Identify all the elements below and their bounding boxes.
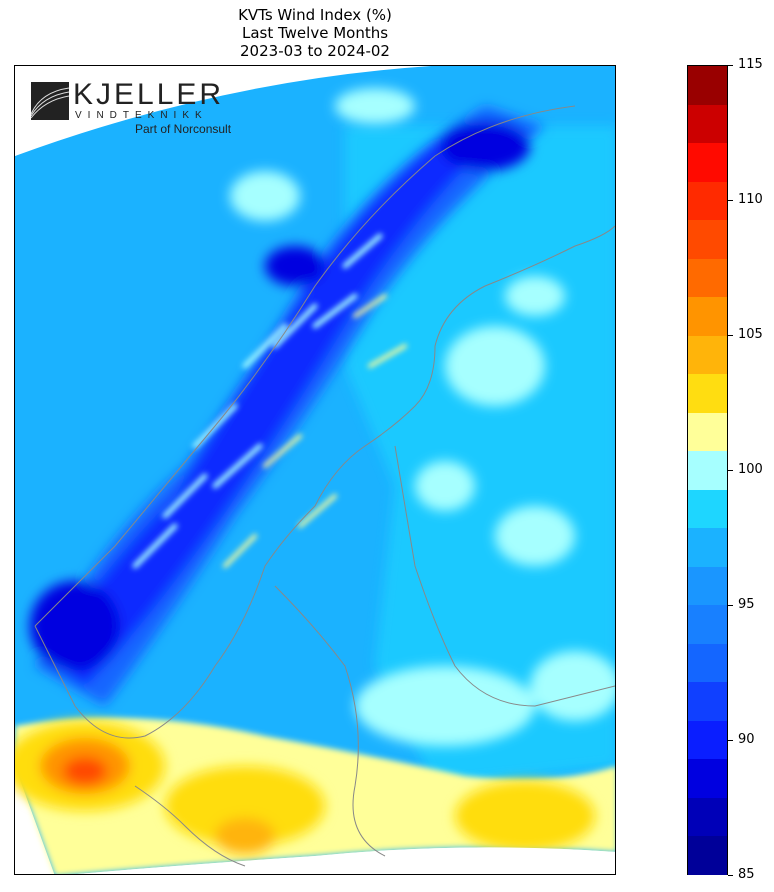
colorbar-tick-label: 90	[738, 732, 755, 747]
colorbar-segment	[688, 527, 727, 567]
colorbar-segment	[688, 219, 727, 259]
colorbar-tick-label: 105	[738, 327, 763, 342]
map-cyan-patches	[230, 88, 615, 746]
colorbar-tick-label: 100	[738, 462, 763, 477]
kjeller-logo-mark	[31, 82, 69, 120]
colorbar-segment	[688, 643, 727, 683]
map-coastlines	[34, 105, 615, 867]
colorbar-tick-mark	[728, 470, 733, 471]
colorbar-segment	[688, 720, 727, 760]
colorbar-tick-label: 95	[738, 597, 755, 612]
colorbar-segment	[688, 566, 727, 606]
colorbar-tick-mark	[728, 605, 733, 606]
map-south-orange	[15, 721, 595, 854]
title-line: KVTs Wind Index (%)	[238, 6, 392, 24]
colorbar-tick-mark	[728, 875, 733, 876]
colorbar-segment	[688, 258, 727, 298]
colorbar-segment	[688, 758, 727, 798]
wind-index-map: KJELLER VINDTEKNIKK Part of Norconsult	[14, 65, 616, 875]
colorbar-segment	[688, 296, 727, 336]
colorbar-segment	[688, 142, 727, 182]
colorbar-segment	[688, 412, 727, 452]
logo-name: KJELLER	[73, 78, 225, 111]
kjeller-logo: KJELLER VINDTEKNIKK Part of Norconsult	[31, 80, 246, 138]
map-mountain-streaks	[132, 233, 407, 569]
colorbar-tick-label: 110	[738, 192, 763, 207]
colorbar-segment	[688, 681, 727, 721]
colorbar-segment	[688, 335, 727, 375]
colorbar-segment	[688, 604, 727, 644]
colorbar-segment	[688, 104, 727, 144]
subtitle-line-1: Last Twelve Months	[241, 24, 389, 42]
colorbar-segment	[688, 373, 727, 413]
colorbar-tick-label: 115	[738, 57, 763, 72]
colorbar-tick-label: 85	[738, 867, 755, 882]
subtitle-line-2: 2023-03 to 2024-02	[240, 42, 390, 60]
logo-tagline: Part of Norconsult	[135, 122, 232, 136]
chart-title: KVTs Wind Index (%) Last Twelve Months 2…	[14, 6, 616, 60]
colorbar-segment	[688, 835, 727, 875]
map-canvas	[15, 66, 615, 874]
colorbar-segment	[688, 450, 727, 490]
colorbar-tick-mark	[728, 65, 733, 66]
colorbar-tick-mark	[728, 200, 733, 201]
map-nodata-topleft	[15, 66, 315, 156]
map-nodata-bottom	[77, 847, 615, 874]
colorbar	[687, 65, 728, 875]
colorbar-segment	[688, 489, 727, 529]
colorbar-segment	[688, 797, 727, 837]
colorbar-segment	[688, 66, 727, 105]
colorbar-tick-mark	[728, 740, 733, 741]
colorbar-tick-mark	[728, 335, 733, 336]
colorbar-segment	[688, 181, 727, 221]
logo-subtitle: VINDTEKNIKK	[75, 110, 208, 121]
